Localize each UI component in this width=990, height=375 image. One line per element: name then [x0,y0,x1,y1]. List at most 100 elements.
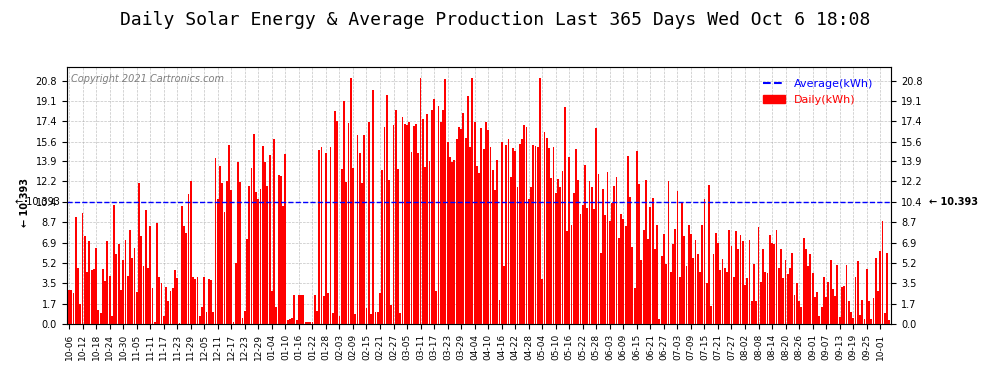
Bar [190,181,192,324]
Bar [654,249,655,324]
Bar [120,290,122,324]
Bar [568,157,570,324]
Bar [231,190,233,324]
Bar [879,251,881,324]
Bar [485,122,487,324]
Bar [109,276,111,324]
Bar [501,142,503,324]
Bar [149,226,151,324]
Bar [778,268,780,324]
Bar [104,281,106,324]
Bar [201,307,203,324]
Bar [670,272,671,324]
Bar [462,114,464,324]
Bar [685,266,687,324]
Bar [377,312,378,324]
Bar [744,285,745,324]
Bar [641,260,643,324]
Bar [706,283,708,324]
Bar [595,129,597,324]
Bar [262,146,263,324]
Bar [575,149,577,324]
Bar [127,276,129,324]
Bar [785,260,786,324]
Bar [644,180,646,324]
Bar [510,177,512,324]
Bar [528,199,530,324]
Bar [530,187,532,324]
Bar [178,323,180,324]
Bar [356,135,358,324]
Bar [187,194,189,324]
Bar [107,242,108,324]
Bar [773,244,775,324]
Bar [82,213,83,324]
Bar [113,205,115,324]
Bar [828,282,830,324]
Bar [632,247,634,324]
Bar [268,155,270,324]
Bar [545,138,547,324]
Bar [219,166,221,324]
Bar [564,107,565,324]
Bar [740,236,742,324]
Bar [368,122,369,324]
Bar [415,124,417,324]
Bar [134,248,136,324]
Bar [383,127,385,324]
Bar [625,226,627,324]
Bar [68,290,70,324]
Bar [649,207,651,324]
Bar [464,138,466,324]
Bar [318,150,320,324]
Bar [517,187,519,324]
Bar [835,296,836,324]
Bar [471,78,473,324]
Bar [420,78,422,324]
Bar [738,249,740,324]
Bar [870,320,872,324]
Bar [699,272,701,324]
Bar [837,265,839,324]
Bar [760,282,761,324]
Bar [697,254,699,324]
Bar [280,176,282,324]
Bar [332,314,334,324]
Bar [252,134,254,324]
Bar [627,156,629,324]
Bar [729,231,731,324]
Bar [526,127,528,324]
Bar [854,277,856,324]
Bar [609,222,611,324]
Bar [289,318,291,324]
Bar [257,199,259,324]
Bar [397,169,399,324]
Bar [850,312,851,324]
Bar [798,301,800,324]
Bar [656,225,658,324]
Bar [863,320,865,324]
Bar [330,147,332,324]
Bar [665,264,667,324]
Bar [683,236,685,324]
Bar [244,311,246,324]
Bar [379,292,381,324]
Bar [701,225,703,324]
Bar [514,152,516,324]
Bar [138,183,140,324]
Bar [535,146,537,324]
Bar [579,214,581,324]
Bar [611,203,613,324]
Bar [843,285,845,324]
Bar [451,162,453,324]
Bar [75,217,77,324]
Bar [872,298,874,324]
Bar [176,278,178,324]
Bar [742,242,743,324]
Bar [663,234,665,324]
Bar [381,170,383,324]
Bar [453,160,455,324]
Bar [143,266,145,324]
Bar [722,259,724,324]
Bar [746,278,748,324]
